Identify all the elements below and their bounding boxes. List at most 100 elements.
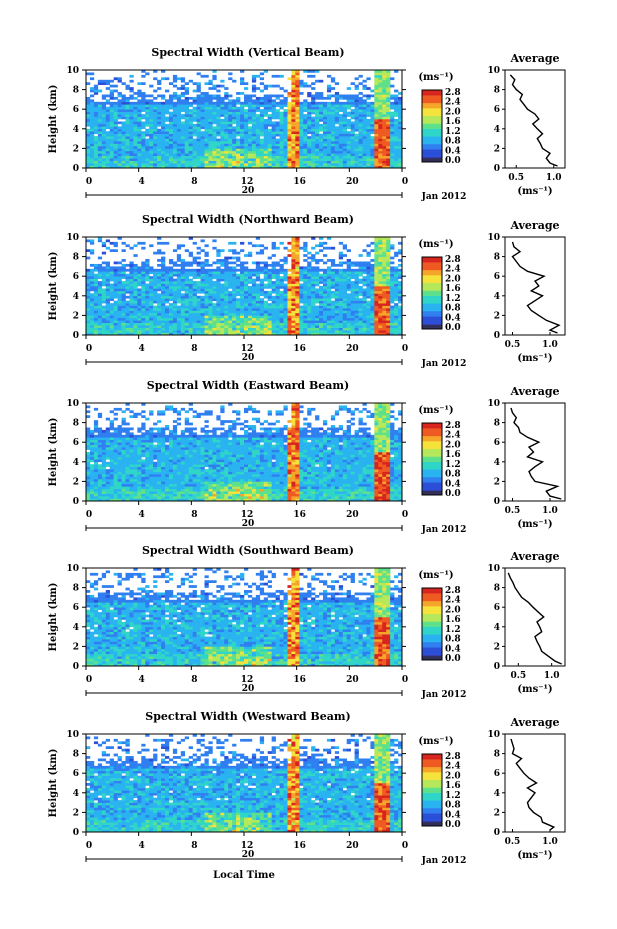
heatmap-cell: [366, 121, 371, 125]
heatmap-cell: [362, 109, 367, 112]
heatmap-cell: [93, 106, 99, 110]
heatmap-cell: [125, 300, 130, 304]
heatmap-cell: [224, 92, 229, 95]
heatmap-cell: [89, 145, 95, 149]
heatmap-cell: [153, 300, 158, 304]
heatmap-cell: [188, 271, 193, 275]
heatmap-cell: [362, 131, 367, 134]
heatmap-cell: [366, 263, 371, 267]
heatmap-cell: [212, 315, 217, 319]
heatmap-cell: [271, 266, 276, 270]
heatmap-cell: [196, 273, 201, 277]
heatmap-cell: [89, 121, 95, 125]
heatmap-cell: [86, 300, 91, 304]
heatmap-cell: [117, 114, 122, 117]
heatmap-cell: [165, 77, 170, 81]
heatmap-cell: [370, 153, 375, 157]
heatmap-cell: [350, 155, 355, 159]
heatmap-cell: [157, 251, 162, 255]
heatmap-cell: [184, 101, 189, 105]
heatmap-cell: [157, 303, 162, 306]
heatmap-cell: [279, 87, 284, 90]
heatmap-cell: [220, 315, 225, 319]
heatmap-cell: [354, 165, 359, 169]
heatmap-cell: [366, 148, 371, 152]
heatmap-cell: [129, 317, 134, 321]
heatmap-cell: [342, 119, 347, 122]
heatmap-cell: [394, 89, 399, 93]
heatmap-cell: [212, 271, 217, 275]
heatmap-cell: [137, 273, 142, 277]
heatmap-cell: [232, 251, 237, 255]
heatmap-cell: [311, 104, 316, 108]
heatmap-cell: [125, 322, 130, 326]
heatmap-cell: [319, 268, 324, 272]
heatmap-cell: [342, 278, 347, 282]
heatmap-cell: [342, 165, 347, 169]
heatmap-cell: [303, 298, 308, 301]
heatmap-cell: [101, 283, 107, 287]
heatmap-cell: [192, 111, 197, 115]
heatmap-cell: [176, 123, 182, 127]
heatmap-cell: [350, 293, 355, 297]
heatmap-cell: [236, 303, 241, 306]
heatmap-cell: [247, 133, 253, 137]
heatmap-cell: [386, 303, 391, 306]
colorbar-swatch: [422, 97, 442, 101]
heatmap-cell: [204, 136, 209, 139]
heatmap-cell: [86, 163, 91, 166]
heatmap-cell: [255, 325, 261, 328]
heatmap-cell: [180, 263, 186, 267]
heatmap-cell: [137, 312, 142, 316]
heatmap-cell: [208, 150, 213, 154]
heatmap-cell: [398, 150, 403, 154]
heatmap-cell: [366, 327, 371, 331]
heatmap-cell: [398, 96, 403, 100]
heatmap-cell: [236, 92, 241, 95]
heatmap-cell: [338, 145, 344, 149]
heatmap-cell: [370, 308, 375, 311]
heatmap-cell: [291, 82, 296, 85]
heatmap-cell: [255, 322, 261, 326]
heatmap-cell: [267, 165, 272, 169]
heatmap-cell: [307, 114, 312, 117]
heatmap-cell: [315, 312, 320, 316]
heatmap-cell: [291, 276, 296, 279]
heatmap-cell: [390, 148, 395, 152]
heatmap-cell: [247, 106, 253, 110]
heatmap-cell: [319, 150, 324, 154]
heatmap-cell: [176, 121, 182, 125]
heatmap-cell: [390, 77, 395, 81]
heatmap-cell: [299, 160, 304, 164]
heatmap-cell: [89, 163, 95, 166]
heatmap-cell: [370, 310, 375, 314]
heatmap-cell: [251, 128, 257, 132]
heatmap-cell: [196, 145, 201, 149]
heatmap-cell: [350, 330, 355, 333]
heatmap-cell: [295, 104, 300, 108]
heatmap-cell: [168, 131, 174, 134]
heatmap-cell: [216, 116, 221, 120]
heatmap-cell: [315, 145, 320, 149]
heatmap-cell: [311, 281, 316, 284]
heatmap-cell: [247, 305, 253, 309]
heatmap-cell: [350, 158, 355, 161]
heatmap-cell: [362, 158, 367, 161]
heatmap-cell: [192, 158, 197, 161]
heatmap-cell: [255, 288, 261, 292]
heatmap-cell: [180, 131, 186, 134]
heatmap-cell: [208, 283, 213, 287]
heatmap-cell: [149, 327, 154, 331]
heatmap-cell: [382, 111, 387, 115]
heatmap-cell: [236, 121, 241, 125]
heatmap-cell: [354, 104, 359, 108]
heatmap-cell: [208, 300, 213, 304]
heatmap-cell: [346, 312, 351, 316]
heatmap-cell: [196, 128, 201, 132]
heatmap-cell: [105, 303, 110, 306]
heatmap-cell: [323, 330, 328, 333]
heatmap-cell: [220, 153, 225, 157]
heatmap-cell: [382, 300, 387, 304]
heatmap-cell: [267, 106, 272, 110]
heatmap-cell: [216, 148, 221, 152]
